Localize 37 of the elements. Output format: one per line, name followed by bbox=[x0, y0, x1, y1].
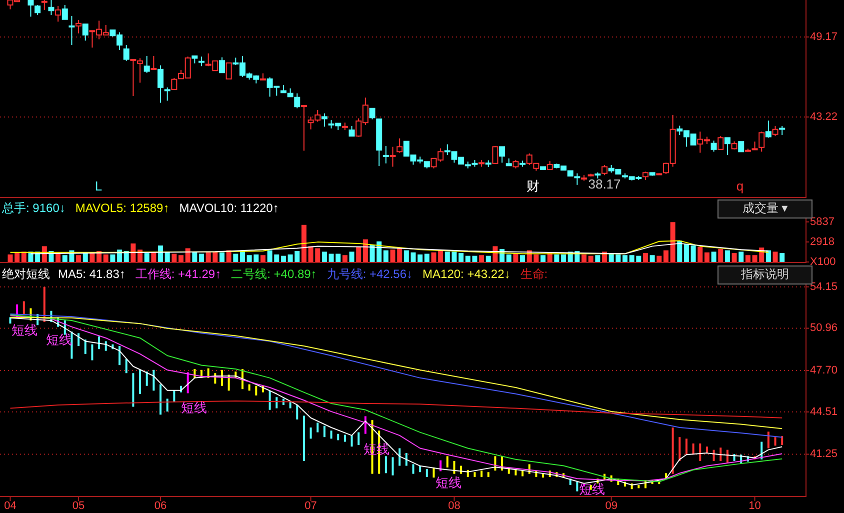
y-tick-label: X100 bbox=[810, 256, 836, 268]
annotation: 短线 bbox=[12, 322, 38, 338]
y-tick-label: 43.22 bbox=[810, 110, 838, 123]
x-tick-label: 08 bbox=[448, 500, 460, 512]
x-tick-label: 06 bbox=[154, 500, 167, 512]
y-tick-label: 41.25 bbox=[810, 448, 838, 460]
x-tick-label: 10 bbox=[748, 500, 761, 512]
annotation: 短线 bbox=[435, 474, 462, 490]
y-tick-label: 47.70 bbox=[810, 364, 838, 376]
x-tick-label: 09 bbox=[605, 500, 618, 512]
text: 工作线: +41.29↑ bbox=[135, 267, 222, 282]
y-tick-label: 44.51 bbox=[810, 406, 838, 418]
text: 成交量 ▾ bbox=[742, 201, 788, 216]
annotation: 短线 bbox=[181, 400, 208, 416]
y-tick-label: 5837 bbox=[810, 216, 834, 228]
annotation: 短线 bbox=[579, 482, 606, 497]
text: 生命: bbox=[520, 267, 548, 282]
y-tick-label: 2918 bbox=[810, 236, 834, 248]
annotation: 财 bbox=[526, 178, 540, 194]
text: MAVOL10: 11220↑ bbox=[179, 201, 279, 216]
x-tick-label: 04 bbox=[4, 500, 16, 512]
y-tick-label: 54.15 bbox=[810, 280, 838, 293]
text: MA120: +43.22↓ bbox=[422, 267, 510, 282]
annotation: L bbox=[94, 178, 102, 194]
annotation: 38.17 bbox=[588, 176, 621, 192]
text: 二号线: +40.89↑ bbox=[231, 267, 317, 282]
text: 九号线: +42.56↓ bbox=[326, 267, 413, 282]
x-tick-label: 07 bbox=[304, 500, 317, 512]
y-tick-label: 50.96 bbox=[810, 322, 838, 334]
x-tick-label: 05 bbox=[72, 500, 85, 512]
text: 总手: 9160↓ bbox=[1, 201, 66, 216]
annotation: q bbox=[736, 178, 744, 194]
y-tick-label: 49.17 bbox=[810, 30, 838, 43]
chart-title: 绝对短线 bbox=[2, 267, 50, 282]
text: 指标说明 bbox=[740, 267, 789, 282]
text: MA5: 41.83↑ bbox=[58, 267, 126, 282]
text: MAVOL5: 12589↑ bbox=[75, 201, 170, 216]
